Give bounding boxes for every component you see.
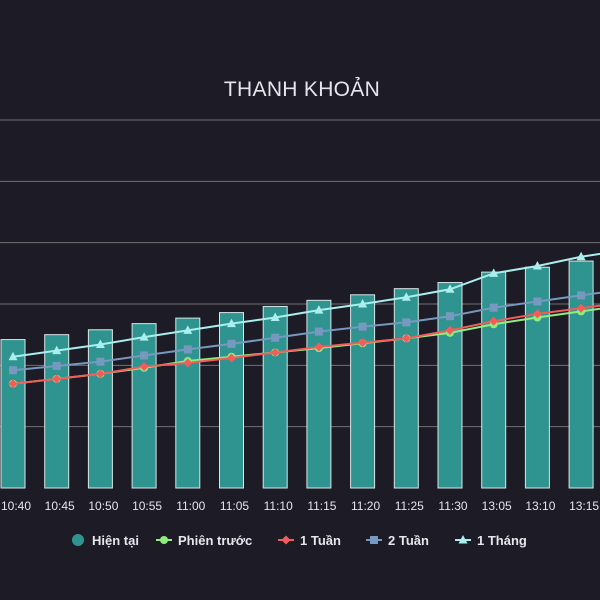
data-point[interactable]: [183, 358, 193, 368]
legend: Hiện tại Phiên trước 1 Tuần 2 Tuần 1 Tháng: [72, 533, 527, 548]
data-point[interactable]: [446, 312, 454, 321]
legend-symbol: [72, 534, 84, 546]
series-markers: [8, 251, 586, 389]
data-point[interactable]: [52, 345, 62, 355]
data-point[interactable]: [402, 318, 411, 327]
x-tick-label: 10:40: [1, 499, 31, 513]
data-point[interactable]: [227, 353, 236, 363]
data-point[interactable]: [401, 333, 411, 343]
bar[interactable]: [0, 339, 26, 489]
data-point[interactable]: [314, 327, 323, 336]
data-point[interactable]: [139, 362, 149, 372]
x-tick-label: 10:45: [45, 499, 75, 513]
data-point[interactable]: [52, 361, 61, 370]
bar[interactable]: [131, 323, 157, 489]
data-point[interactable]: [358, 299, 368, 308]
data-point[interactable]: [314, 305, 324, 314]
data-point[interactable]: [95, 369, 105, 379]
bars: [0, 260, 594, 489]
legend-item[interactable]: Phiên trước: [156, 533, 252, 548]
data-point[interactable]: [458, 535, 468, 544]
bar[interactable]: [87, 329, 113, 489]
x-tick-label: 13:15: [569, 499, 599, 513]
data-point[interactable]: [183, 325, 193, 334]
data-point[interactable]: [445, 325, 455, 335]
data-point[interactable]: [532, 309, 542, 319]
x-tick-label: 11:05: [220, 499, 249, 513]
data-point[interactable]: [227, 339, 236, 348]
data-point[interactable]: [401, 292, 411, 301]
data-point[interactable]: [489, 303, 498, 312]
data-point[interactable]: [139, 332, 149, 341]
x-tick-label: 11:25: [395, 499, 424, 513]
x-tick-label: 10:50: [88, 499, 118, 513]
data-point[interactable]: [358, 322, 367, 331]
data-point[interactable]: [160, 536, 168, 544]
data-point[interactable]: [183, 345, 192, 354]
x-tick-label: 11:15: [307, 499, 336, 513]
bar[interactable]: [219, 312, 244, 489]
x-tick-label: 11:00: [176, 499, 205, 513]
data-point[interactable]: [576, 251, 586, 261]
x-tick-label: 11:10: [264, 499, 293, 513]
data-point[interactable]: [533, 297, 542, 306]
data-point[interactable]: [140, 351, 149, 360]
data-point[interactable]: [445, 284, 455, 293]
data-point[interactable]: [8, 351, 18, 361]
chart-title: THANH KHOẢN: [224, 78, 380, 101]
data-point[interactable]: [271, 333, 280, 342]
x-tick-label: 10:55: [132, 499, 162, 513]
legend-label: 1 Tuần: [300, 533, 341, 548]
legend-item[interactable]: 1 Tuần: [278, 533, 341, 548]
data-point[interactable]: [9, 366, 17, 375]
bar[interactable]: [262, 305, 288, 489]
data-point[interactable]: [270, 347, 280, 357]
bar[interactable]: [175, 317, 201, 489]
legend-item[interactable]: 1 Tháng: [455, 533, 527, 548]
data-point[interactable]: [489, 316, 499, 326]
data-point[interactable]: [489, 268, 499, 277]
x-tick-label: 13:05: [482, 499, 512, 513]
legend-label: Hiện tại: [92, 533, 139, 548]
data-point[interactable]: [577, 291, 586, 300]
data-point[interactable]: [576, 303, 586, 313]
data-point[interactable]: [8, 379, 18, 389]
x-tick-label: 13:10: [525, 499, 555, 513]
data-point[interactable]: [532, 260, 542, 270]
x-tick-label: 11:30: [438, 499, 467, 513]
bar[interactable]: [44, 334, 70, 489]
data-point[interactable]: [314, 342, 324, 352]
data-point[interactable]: [370, 536, 378, 544]
data-point[interactable]: [95, 339, 105, 348]
legend-label: Phiên trước: [178, 533, 252, 548]
data-point[interactable]: [281, 535, 291, 545]
legend-item[interactable]: Hiện tại: [72, 533, 139, 548]
x-tick-label: 11:20: [351, 499, 380, 513]
data-point[interactable]: [52, 374, 62, 384]
data-point[interactable]: [270, 312, 280, 321]
x-axis-ticks: 10:40 10:45 10:50 10:55 11:00 11:05 11:10 11:15…: [1, 499, 599, 513]
data-point[interactable]: [227, 318, 236, 328]
data-point[interactable]: [96, 357, 105, 366]
data-point[interactable]: [358, 338, 368, 348]
legend-label: 1 Tháng: [477, 533, 527, 548]
legend-item[interactable]: 2 Tuần: [366, 533, 429, 548]
legend-label: 2 Tuần: [388, 533, 429, 548]
